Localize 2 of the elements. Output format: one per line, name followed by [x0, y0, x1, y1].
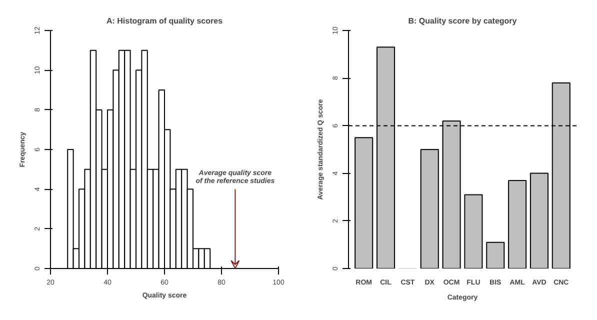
chart-title: A: Histogram of quality scores: [106, 16, 224, 26]
chart-title: B: Quality score by category: [408, 16, 518, 26]
